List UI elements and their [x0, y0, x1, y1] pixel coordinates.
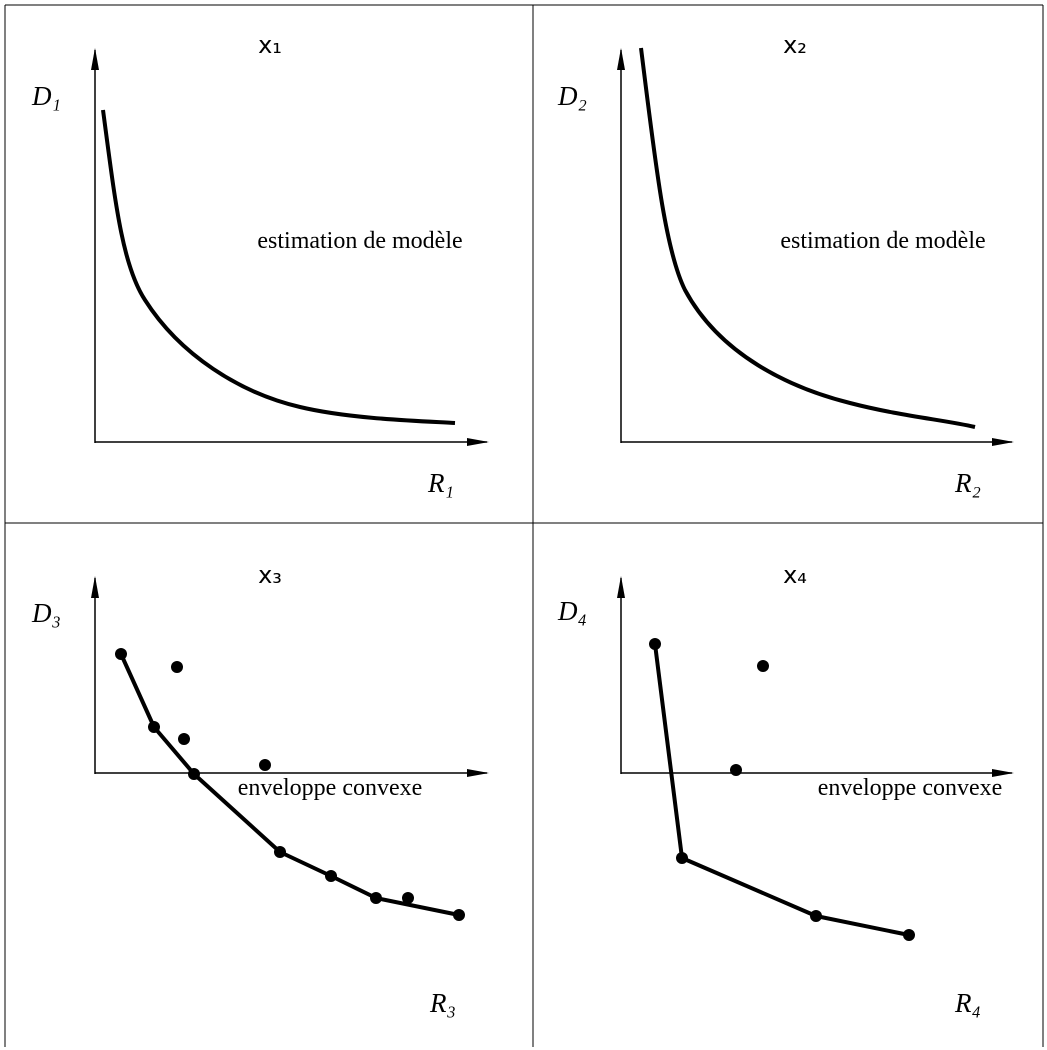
y-label: D₂: [557, 81, 587, 111]
panel-title: x₁: [258, 31, 282, 59]
points: [649, 638, 915, 941]
y-label: D₁: [31, 81, 61, 111]
panel: x₁ D₁ R₁ estimation de modèle: [31, 31, 489, 498]
x-label: R₂: [954, 468, 981, 498]
annotation: estimation de modèle: [780, 228, 985, 254]
y-label: D₃: [31, 598, 61, 628]
annotation: enveloppe convexe: [238, 775, 423, 801]
annotation: enveloppe convexe: [818, 775, 1003, 801]
panel: x₄ D₄ R₄ enveloppe convexe: [557, 561, 1014, 1018]
panel: x₂ D₂ R₂ estimation de modèle: [557, 31, 1014, 498]
y-label: D₄: [557, 596, 587, 626]
hull: [653, 643, 910, 937]
points: [115, 648, 465, 921]
x-label: R₁: [427, 468, 454, 498]
panel: x₃ D₃ R₃ enveloppe convexe: [31, 561, 489, 1018]
panel-title: x₄: [783, 561, 807, 589]
annotation: estimation de modèle: [257, 228, 462, 254]
curve: [101, 109, 456, 425]
curve: [639, 47, 976, 429]
x-label: R₄: [954, 988, 981, 1018]
panel-title: x₂: [783, 31, 807, 59]
frame: [4, 4, 1044, 1047]
x-label: R₃: [429, 988, 456, 1018]
panel-title: x₃: [258, 561, 282, 589]
